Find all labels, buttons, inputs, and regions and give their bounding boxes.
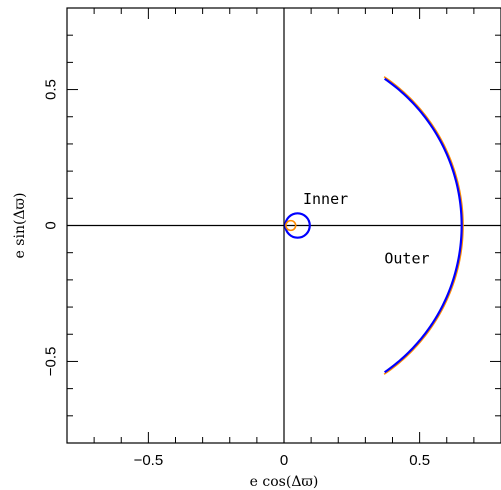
x-tick-label: 0.5	[409, 452, 430, 469]
annotation-inner: Inner	[303, 190, 348, 208]
tick-labels: −0.5 0 0.5 −0.5 0 0.5	[43, 79, 431, 469]
reference-lines	[67, 8, 501, 443]
x-tick-label: −0.5	[134, 452, 164, 469]
y-axis-title: e sin(Δϖ)	[12, 193, 28, 259]
outer-blue-curve	[383, 77, 463, 374]
annotation-outer: Outer	[384, 250, 429, 268]
plot-frame	[66, 7, 501, 444]
y-tick-label: −0.5	[43, 347, 60, 377]
inner-orange-curve	[285, 219, 297, 232]
annotations: Inner Outer	[303, 190, 430, 268]
x-axis-title: e cos(Δϖ)	[250, 474, 319, 490]
outer-orange-curve	[383, 76, 464, 375]
y-tick-label: 0.5	[43, 79, 60, 100]
axis-ticks	[66, 7, 501, 444]
x-tick-label: 0	[280, 452, 288, 469]
y-tick-label: 0	[43, 221, 60, 229]
data-curves	[284, 76, 464, 375]
